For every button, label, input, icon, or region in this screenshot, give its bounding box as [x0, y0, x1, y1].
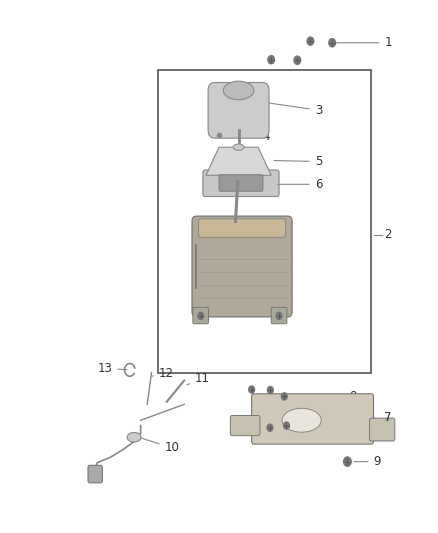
Circle shape — [267, 386, 273, 394]
FancyBboxPatch shape — [370, 418, 395, 441]
FancyBboxPatch shape — [252, 394, 374, 444]
FancyBboxPatch shape — [193, 308, 208, 324]
Text: 13: 13 — [98, 362, 127, 375]
Text: 11: 11 — [187, 373, 210, 385]
Ellipse shape — [223, 81, 254, 100]
Text: 8: 8 — [286, 391, 357, 403]
Ellipse shape — [127, 432, 141, 442]
Polygon shape — [206, 147, 271, 175]
Circle shape — [276, 312, 282, 319]
Text: 5: 5 — [274, 155, 322, 168]
FancyBboxPatch shape — [208, 83, 269, 138]
Circle shape — [249, 386, 254, 393]
Text: 12: 12 — [151, 367, 174, 380]
Text: 1: 1 — [333, 36, 392, 49]
Ellipse shape — [282, 408, 321, 432]
Circle shape — [294, 56, 301, 64]
FancyBboxPatch shape — [198, 219, 286, 237]
Text: 4: 4 — [230, 130, 270, 143]
FancyBboxPatch shape — [203, 170, 279, 197]
Text: 9: 9 — [354, 455, 381, 468]
Circle shape — [283, 422, 290, 429]
Circle shape — [328, 38, 336, 47]
Text: 6: 6 — [278, 178, 322, 191]
Circle shape — [307, 37, 314, 45]
Text: 7: 7 — [385, 411, 392, 424]
Circle shape — [268, 55, 275, 64]
Circle shape — [281, 393, 287, 400]
Text: 2: 2 — [385, 228, 392, 241]
FancyBboxPatch shape — [192, 216, 292, 317]
Circle shape — [343, 457, 351, 466]
Circle shape — [198, 312, 204, 319]
FancyBboxPatch shape — [88, 465, 102, 483]
Bar — [158, 70, 371, 373]
Text: 3: 3 — [265, 102, 322, 117]
Text: 10: 10 — [141, 438, 180, 454]
Circle shape — [267, 424, 273, 431]
FancyBboxPatch shape — [271, 308, 287, 324]
FancyBboxPatch shape — [230, 416, 260, 435]
Ellipse shape — [233, 144, 244, 150]
FancyBboxPatch shape — [219, 175, 263, 191]
